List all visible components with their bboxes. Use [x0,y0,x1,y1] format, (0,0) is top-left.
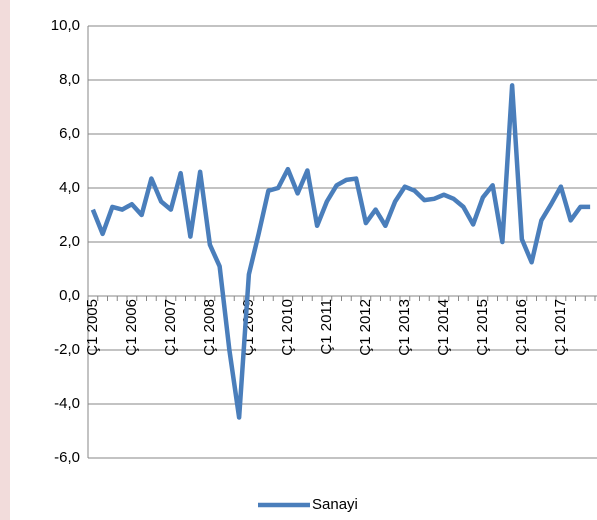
y-tick-label: -2,0 [54,341,80,358]
x-tick-label: Ç1 2005 [84,299,101,356]
x-tick-label: Ç1 2007 [162,299,179,356]
legend-label: Sanayi [312,496,358,513]
x-tick-label: Ç1 2015 [474,299,491,356]
x-tick-label: Ç1 2006 [123,299,140,356]
x-tick-label: Ç1 2017 [552,299,569,356]
series-line [90,83,591,420]
y-tick-label: 2,0 [59,233,80,250]
y-tick-label: 4,0 [59,179,80,196]
side-strip [0,0,10,520]
y-tick-label: 8,0 [59,71,80,88]
x-tick-label: Ç1 2012 [357,299,374,356]
y-tick-label: 6,0 [59,125,80,142]
x-tick-label: Ç1 2011 [318,299,335,355]
y-tick-label: -4,0 [54,395,80,412]
x-tick-label: Ç1 2013 [396,299,413,356]
y-tick-label: -6,0 [54,449,80,466]
x-tick-label: Ç1 2010 [279,299,296,356]
x-tick-label: Ç1 2014 [435,299,452,356]
y-tick-label: 10,0 [51,17,80,34]
x-tick-label: Ç1 2016 [513,299,530,356]
y-tick-label: 0,0 [59,287,80,304]
x-tick-label: Ç1 2008 [201,299,218,356]
